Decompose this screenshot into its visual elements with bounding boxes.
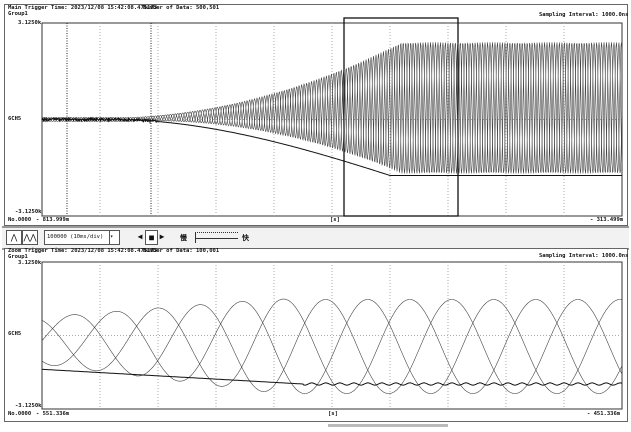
waveform-plots — [0, 0, 631, 432]
